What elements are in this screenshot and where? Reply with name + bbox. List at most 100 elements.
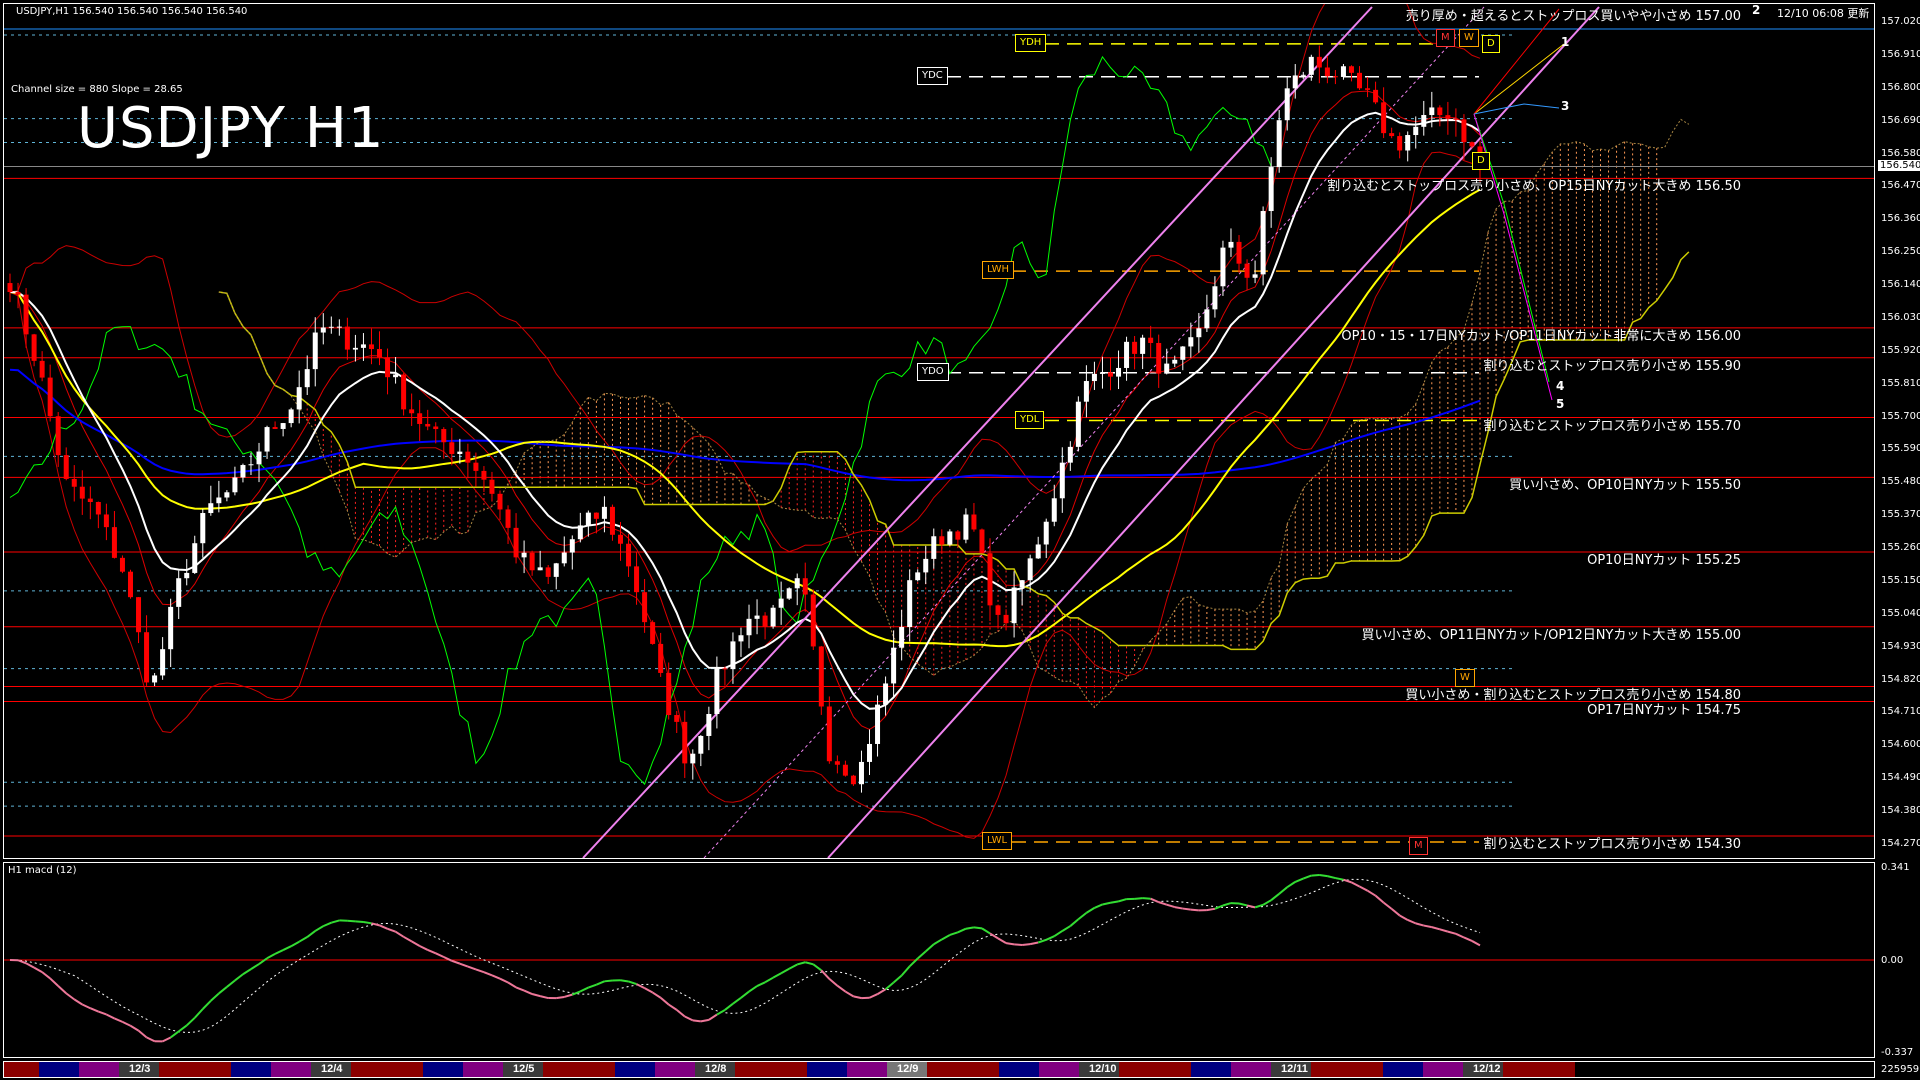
ichimoku-cloud <box>290 141 1658 708</box>
session-segment <box>271 1062 311 1077</box>
level-lines <box>4 28 1874 843</box>
macd-line-segment <box>17 959 27 965</box>
price-tick-label: 154.930 <box>1881 640 1920 652</box>
candle <box>103 503 109 541</box>
macd-line-segment <box>403 935 413 943</box>
candle <box>545 565 551 585</box>
candle-body <box>1316 56 1322 68</box>
indicator-lines <box>9 4 1690 839</box>
level-box-ydh: YDH <box>1015 33 1047 52</box>
update-time: 12/10 06:08 更新 <box>1777 7 1870 20</box>
macd-line-segment <box>1222 902 1232 907</box>
macd-line-segment <box>1053 930 1063 938</box>
candle-body <box>1332 76 1338 78</box>
candle <box>883 676 889 716</box>
macd-max-label: 0.341 <box>1881 862 1910 873</box>
macd-line-segment <box>1447 930 1457 935</box>
daily-marker-low: D <box>1472 152 1490 170</box>
weekly-marker-low: W <box>1455 669 1475 687</box>
candle-body <box>336 326 342 328</box>
candle <box>248 452 254 476</box>
macd-line-segment <box>1029 941 1039 946</box>
macd-line-segment <box>1311 874 1320 877</box>
ma-fast-line <box>9 111 1481 710</box>
macd-line-segment <box>925 943 935 953</box>
candle <box>642 579 648 633</box>
macd-line-segment <box>1463 936 1473 942</box>
price-tick-label: 156.470 <box>1881 180 1920 192</box>
candle-body <box>1461 119 1467 143</box>
candle-body <box>328 326 334 328</box>
candle <box>39 351 45 382</box>
candle <box>1316 45 1322 84</box>
candle <box>1276 110 1282 173</box>
macd-line-segment <box>1407 919 1417 925</box>
candle-body <box>1083 381 1089 402</box>
senkou-span-a-line <box>218 118 1690 709</box>
macd-line-segment <box>146 1036 156 1043</box>
macd-line-segment <box>1382 901 1393 910</box>
candle <box>288 407 294 428</box>
candle-body <box>473 462 479 471</box>
macd-line-segment <box>724 1002 734 1011</box>
macd-line-segment <box>1206 907 1216 912</box>
candle-body <box>360 344 366 348</box>
macd-line-segment <box>563 993 573 998</box>
macd-line-segment <box>250 963 260 970</box>
session-segment <box>735 1062 807 1077</box>
candle <box>939 529 945 554</box>
macd-line-segment <box>1005 942 1015 946</box>
candle <box>1140 334 1146 370</box>
candle-body <box>352 347 358 350</box>
macd-line-segment <box>266 953 276 960</box>
candle <box>23 288 29 348</box>
candle <box>473 452 479 487</box>
macd-line-segment <box>957 927 967 934</box>
macd-line-segment <box>764 976 774 984</box>
candle-body <box>947 531 953 545</box>
price-chart-panel[interactable]: USDJPY,H1 156.540 156.540 156.540 156.54… <box>3 3 1875 859</box>
candle-body <box>650 622 656 644</box>
candle-body <box>1156 342 1162 374</box>
candle-body <box>979 529 985 554</box>
candle-body <box>923 558 929 573</box>
candle <box>1132 336 1138 370</box>
macd-line-segment <box>620 979 629 983</box>
macd-line-segment <box>137 1029 148 1039</box>
channel-mid-line <box>703 6 1485 858</box>
candle <box>47 364 53 422</box>
macd-line-segment <box>780 967 790 975</box>
macd-line-segment <box>579 986 589 993</box>
candle <box>947 529 953 546</box>
candle-body <box>666 672 672 716</box>
candle <box>457 438 463 464</box>
candle-body <box>770 607 776 627</box>
candle-body <box>39 360 45 378</box>
macd-line-segment <box>234 973 244 982</box>
candle-body <box>31 334 37 361</box>
macd-line-segment <box>1022 943 1031 947</box>
candle-body <box>465 451 471 463</box>
candle-body <box>1276 120 1282 168</box>
candle-body <box>1252 274 1258 278</box>
candle <box>1453 108 1459 137</box>
macd-line-segment <box>796 961 806 966</box>
candle-body <box>939 536 945 545</box>
price-chart-canvas <box>4 4 1874 858</box>
macd-line-segment <box>1455 932 1465 939</box>
candle-body <box>23 294 29 335</box>
candle-body <box>1300 74 1306 76</box>
candle <box>1196 312 1202 353</box>
candle <box>136 596 142 644</box>
candle-body <box>127 571 133 598</box>
session-segment <box>615 1062 655 1077</box>
date-label: 12/3 <box>129 1063 151 1075</box>
macd-line-segment <box>1118 898 1127 903</box>
session-segment <box>311 1062 351 1077</box>
price-tick-label: 155.590 <box>1881 443 1920 455</box>
candle <box>393 357 399 384</box>
candle <box>714 656 720 729</box>
candle <box>409 393 415 426</box>
macd-panel[interactable]: H1 macd (12) <box>3 862 1875 1058</box>
macd-line-segment <box>33 966 43 974</box>
